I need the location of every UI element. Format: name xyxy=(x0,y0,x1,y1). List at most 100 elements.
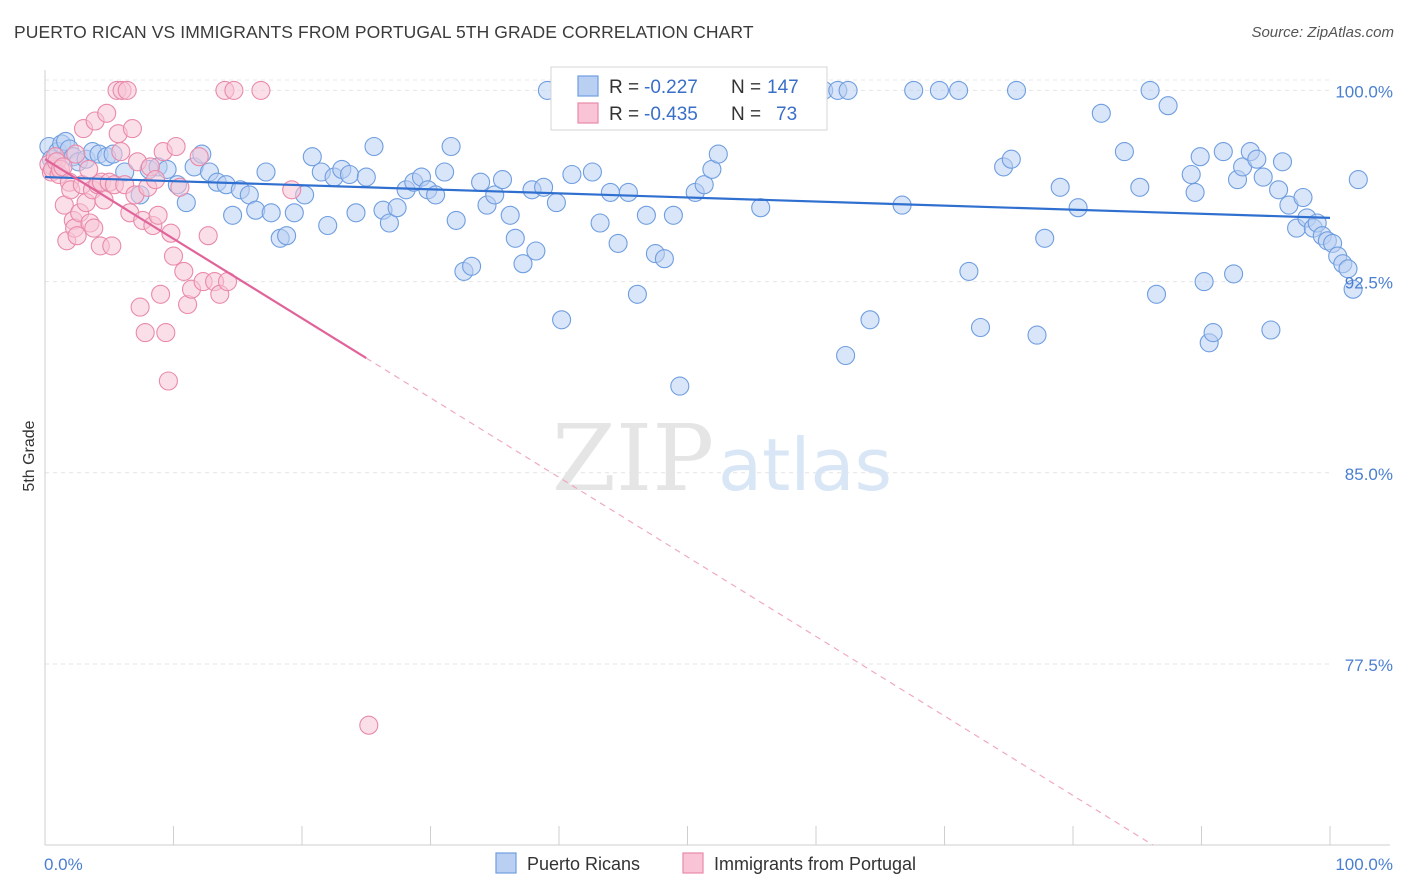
point-puerto-rican xyxy=(1253,167,1273,187)
point-puerto-rican xyxy=(462,256,482,276)
watermark-zip: ZIP xyxy=(552,405,714,512)
point-puerto-rican xyxy=(1006,80,1027,100)
point-puerto-rican xyxy=(277,226,297,246)
grid-lines xyxy=(45,79,1330,665)
point-puerto-rican xyxy=(492,170,513,190)
series-legend-swatch-portugal xyxy=(682,852,704,874)
point-puerto-rican xyxy=(318,215,338,236)
point-puerto-rican xyxy=(1343,279,1363,299)
tick-labels: 100.0% 92.5% 85.0% 77.5% 0.0% 100.0% xyxy=(44,82,1393,874)
legend-n-value-portugal: 73 xyxy=(776,104,797,125)
point-puerto-rican xyxy=(1272,152,1293,172)
watermark: ZIP atlas xyxy=(552,405,892,512)
point-puerto-rican xyxy=(959,261,979,281)
point-portugal xyxy=(97,103,117,123)
point-puerto-rican xyxy=(949,80,969,100)
point-puerto-rican xyxy=(1338,259,1358,279)
y-tick-label: 77.5% xyxy=(1345,656,1393,675)
point-puerto-rican xyxy=(751,198,771,218)
point-puerto-rican xyxy=(256,162,276,182)
point-puerto-rican xyxy=(1269,180,1289,200)
point-puerto-rican xyxy=(552,310,572,330)
point-portugal xyxy=(158,371,178,391)
point-puerto-rican xyxy=(904,80,924,100)
point-portugal xyxy=(174,261,194,281)
point-puerto-rican xyxy=(1181,164,1201,185)
point-portugal xyxy=(251,80,271,100)
y-axis-title: 5th Grade xyxy=(21,420,38,491)
point-puerto-rican xyxy=(694,175,714,195)
legend-n-label: N = xyxy=(731,104,761,125)
legend-r-label: R = xyxy=(609,104,639,125)
point-puerto-rican xyxy=(246,200,266,220)
point-puerto-rican xyxy=(302,147,322,167)
point-puerto-rican xyxy=(1293,187,1313,208)
point-puerto-rican xyxy=(1050,177,1070,197)
point-puerto-rican xyxy=(670,376,690,396)
legend-swatch-puerto-ricans xyxy=(577,75,599,97)
y-tick-label: 85.0% xyxy=(1345,465,1393,484)
y-tick-label: 92.5% xyxy=(1345,274,1393,293)
point-puerto-rican xyxy=(970,317,991,338)
point-portugal xyxy=(66,144,86,164)
series-immigrants-from-portugal xyxy=(39,80,379,735)
point-puerto-rican xyxy=(500,205,520,225)
point-puerto-rican xyxy=(627,284,647,304)
point-puerto-rican xyxy=(435,162,455,182)
point-puerto-rican xyxy=(1190,147,1210,167)
point-puerto-rican xyxy=(708,144,728,164)
trend-line-portugal xyxy=(44,158,367,360)
point-puerto-rican xyxy=(513,254,533,274)
trend-lines xyxy=(44,158,1331,846)
x-tick-label-min: 0.0% xyxy=(44,855,83,874)
point-portugal xyxy=(170,177,190,197)
point-puerto-rican xyxy=(1035,228,1055,248)
point-puerto-rican xyxy=(526,241,546,261)
point-puerto-rican xyxy=(387,198,407,218)
point-puerto-rican xyxy=(284,203,304,223)
point-puerto-rican xyxy=(836,345,856,366)
chart-title: PUERTO RICAN VS IMMIGRANTS FROM PORTUGAL… xyxy=(14,22,754,42)
point-portugal xyxy=(359,715,379,735)
point-puerto-rican xyxy=(1027,325,1047,345)
point-puerto-rican xyxy=(441,136,461,157)
point-puerto-rican xyxy=(379,213,399,233)
point-portugal xyxy=(117,80,137,100)
point-portugal xyxy=(94,190,114,210)
series-legend-label-puerto-ricans: Puerto Ricans xyxy=(527,854,640,874)
y-tick-label: 100.0% xyxy=(1335,82,1393,101)
point-portugal xyxy=(224,80,244,100)
point-portugal xyxy=(111,142,131,162)
point-portugal xyxy=(189,147,209,167)
series-legend: Puerto Ricans Immigrants from Portugal xyxy=(495,852,916,874)
point-puerto-rican xyxy=(618,182,638,202)
point-portugal xyxy=(135,323,155,343)
point-puerto-rican xyxy=(636,205,656,225)
point-puerto-rican xyxy=(1114,142,1134,162)
point-portugal xyxy=(166,136,186,157)
point-puerto-rican xyxy=(1185,182,1205,202)
point-portugal xyxy=(67,226,87,246)
legend-r-value-portugal: -0.435 xyxy=(644,104,698,125)
legend-swatch-portugal xyxy=(577,102,599,124)
point-puerto-rican xyxy=(663,205,683,225)
point-puerto-rican xyxy=(929,80,949,100)
point-puerto-rican xyxy=(654,249,674,269)
legend-n-label: N = xyxy=(731,77,761,98)
point-portugal xyxy=(198,226,218,246)
point-puerto-rican xyxy=(1146,284,1167,304)
point-puerto-rican xyxy=(223,205,243,225)
point-puerto-rican xyxy=(1194,272,1214,292)
point-puerto-rican xyxy=(1213,142,1233,162)
point-puerto-rican xyxy=(471,172,491,192)
point-puerto-rican xyxy=(582,162,602,182)
point-puerto-rican xyxy=(505,228,525,248)
point-puerto-rican xyxy=(600,182,620,202)
point-portugal xyxy=(151,284,171,304)
point-portugal xyxy=(130,297,150,317)
point-portugal xyxy=(84,218,104,238)
point-puerto-rican xyxy=(608,233,628,253)
watermark-atlas: atlas xyxy=(718,423,892,507)
stats-legend: R = -0.227 N = 147 R = -0.435 N = 73 xyxy=(550,66,828,131)
point-portugal xyxy=(148,205,168,225)
